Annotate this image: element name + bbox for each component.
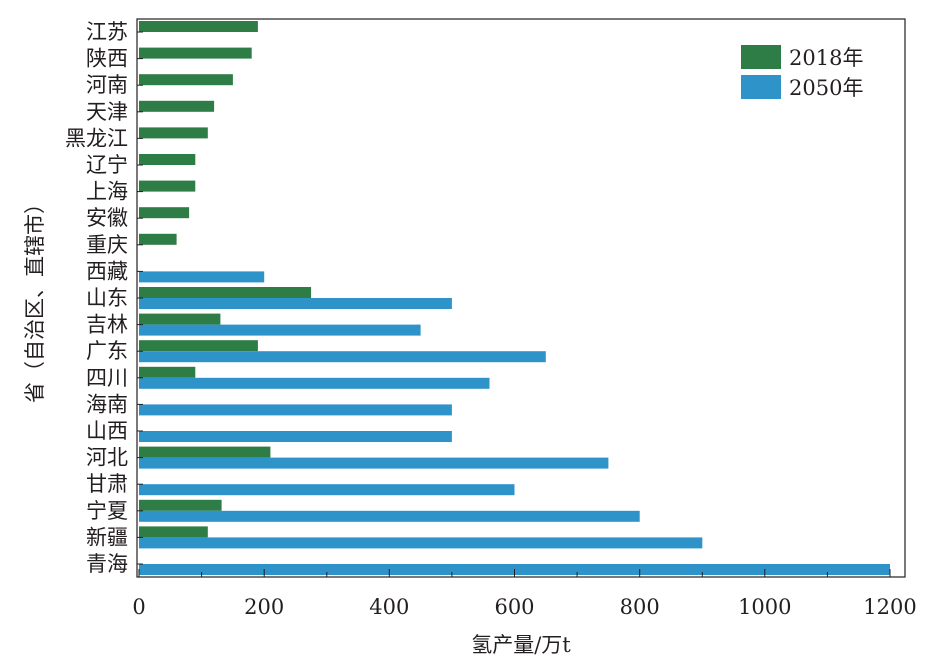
y-tick-label-3: 天津 bbox=[86, 100, 128, 124]
bar-s2018-5 bbox=[139, 154, 196, 165]
bar-s2018-3 bbox=[139, 100, 215, 112]
bar-s2018-1 bbox=[139, 47, 252, 59]
legend: 2018年 2050年 bbox=[741, 45, 863, 100]
y-tick-label-20: 青海 bbox=[86, 552, 128, 576]
legend-label-1: 2050年 bbox=[789, 76, 863, 100]
bar-s2018-8 bbox=[139, 233, 177, 245]
y-tick-label-9: 西藏 bbox=[86, 259, 128, 283]
bar-s2018-11 bbox=[139, 313, 221, 325]
y-tick-label-16: 河北 bbox=[86, 446, 128, 470]
bar-s2050-18 bbox=[139, 510, 640, 522]
y-tick-label-10: 山东 bbox=[86, 286, 128, 310]
y-tick-label-15: 山西 bbox=[86, 419, 128, 443]
bar-s2050-17 bbox=[139, 484, 515, 496]
y-tick-label-1: 陕西 bbox=[86, 47, 128, 71]
legend-label-0: 2018年 bbox=[789, 46, 863, 70]
x-axis-label: 氢产量/万t bbox=[471, 633, 571, 657]
bar-s2050-13 bbox=[139, 377, 490, 389]
bar-s2050-14 bbox=[139, 404, 452, 416]
y-tick-label-2: 河南 bbox=[86, 73, 128, 97]
bar-s2018-16 bbox=[139, 446, 271, 458]
x-axis-ticks: 0 200 400 600 800 1000 1200 bbox=[132, 569, 917, 619]
y-tick-label-17: 甘肃 bbox=[86, 472, 128, 496]
bar-s2018-6 bbox=[139, 180, 196, 192]
bar-s2018-10 bbox=[139, 287, 312, 298]
bar-s2018-0 bbox=[139, 21, 258, 32]
legend-swatch-0 bbox=[741, 45, 781, 69]
bar-s2018-2 bbox=[139, 74, 233, 86]
bar-s2018-7 bbox=[139, 207, 190, 219]
y-tick-label-6: 上海 bbox=[86, 180, 128, 204]
bar-s2050-12 bbox=[139, 351, 546, 363]
y-tick-label-14: 海南 bbox=[86, 392, 128, 416]
bar-s2018-12 bbox=[139, 340, 258, 352]
y-tick-label-12: 广东 bbox=[86, 339, 128, 363]
y-tick-label-7: 安徽 bbox=[86, 206, 128, 230]
x-tick-label-600: 600 bbox=[494, 595, 534, 619]
legend-swatch-1 bbox=[741, 75, 781, 99]
x-tick-label-1000: 1000 bbox=[738, 595, 791, 619]
y-tick-label-8: 重庆 bbox=[86, 233, 128, 257]
y-axis-label: 省（自治区、直辖市） bbox=[23, 193, 47, 403]
bar-s2018-19 bbox=[139, 526, 208, 538]
bar-s2050-9 bbox=[139, 271, 265, 283]
x-tick-label-400: 400 bbox=[369, 595, 409, 619]
y-tick-label-11: 吉林 bbox=[86, 313, 128, 337]
bar-s2018-4 bbox=[139, 127, 208, 139]
x-tick-label-800: 800 bbox=[620, 595, 660, 619]
bar-s2050-11 bbox=[139, 324, 421, 336]
x-tick-label-200: 200 bbox=[244, 595, 284, 619]
y-tick-label-5: 辽宁 bbox=[86, 153, 128, 177]
bars-layer bbox=[139, 21, 890, 575]
bar-s2050-19 bbox=[139, 537, 703, 549]
y-tick-label-13: 四川 bbox=[86, 366, 128, 390]
y-tick-label-4: 黑龙江 bbox=[65, 126, 128, 150]
x-tick-label-0: 0 bbox=[132, 595, 145, 619]
y-axis-ticks: 江苏陕西河南天津黑龙江辽宁上海安徽重庆西藏山东吉林广东四川海南山西河北甘肃宁夏新… bbox=[65, 20, 143, 576]
bar-s2018-13 bbox=[139, 366, 196, 378]
bar-s2050-10 bbox=[139, 298, 452, 309]
y-tick-label-18: 宁夏 bbox=[86, 499, 128, 523]
bar-s2050-15 bbox=[139, 431, 452, 442]
bar-s2018-18 bbox=[139, 499, 222, 511]
x-tick-label-1200: 1200 bbox=[863, 595, 916, 619]
bar-s2050-16 bbox=[139, 457, 609, 469]
y-tick-label-0: 江苏 bbox=[86, 20, 128, 44]
y-tick-label-19: 新疆 bbox=[86, 525, 128, 549]
